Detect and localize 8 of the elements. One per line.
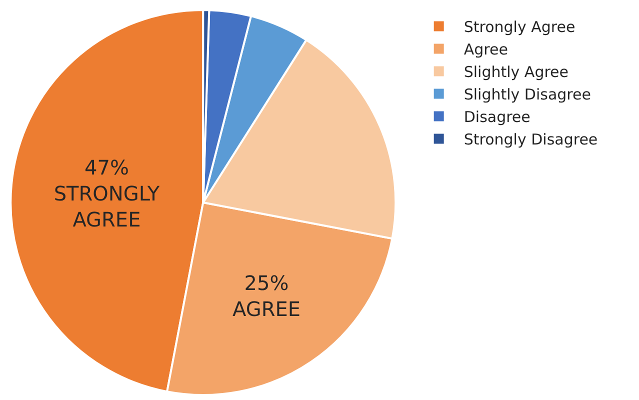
data-label: 25% AGREE (232, 270, 301, 321)
data-label: 47% STRONGLY AGREE (54, 155, 160, 232)
legend-label: Disagree (464, 108, 530, 126)
legend-label: Agree (464, 40, 508, 59)
legend-label: Slightly Agree (464, 63, 569, 82)
legend-label: Slightly Disagree (464, 86, 591, 104)
legend-label: Strongly Agree (464, 18, 576, 36)
legend-label: Strongly Disagree (464, 130, 598, 149)
